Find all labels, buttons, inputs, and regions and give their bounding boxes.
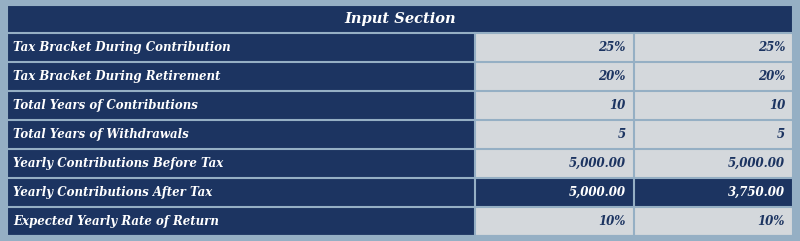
Bar — [7, 5, 793, 33]
Text: 25%: 25% — [758, 41, 785, 54]
Text: Tax Bracket During Retirement: Tax Bracket During Retirement — [13, 70, 220, 83]
Text: 10%: 10% — [598, 215, 626, 228]
Bar — [474, 149, 634, 178]
Text: Yearly Contributions After Tax: Yearly Contributions After Tax — [13, 186, 212, 199]
Text: Total Years of Contributions: Total Years of Contributions — [13, 99, 198, 112]
Bar — [474, 62, 634, 91]
Bar — [7, 91, 474, 120]
Text: 5,000.00: 5,000.00 — [569, 157, 626, 170]
Bar — [7, 149, 474, 178]
Bar — [474, 207, 634, 236]
Bar — [7, 33, 474, 62]
Bar — [7, 120, 474, 149]
Bar — [7, 207, 474, 236]
Text: Input Section: Input Section — [344, 12, 456, 26]
Bar — [474, 91, 634, 120]
Text: 3,750.00: 3,750.00 — [728, 186, 785, 199]
Text: 10: 10 — [769, 99, 785, 112]
Text: Expected Yearly Rate of Return: Expected Yearly Rate of Return — [13, 215, 219, 228]
Bar — [634, 120, 793, 149]
Text: 5,000.00: 5,000.00 — [728, 157, 785, 170]
Bar — [634, 149, 793, 178]
Bar — [634, 207, 793, 236]
Bar — [474, 178, 634, 207]
Text: 10%: 10% — [758, 215, 785, 228]
Text: Total Years of Withdrawals: Total Years of Withdrawals — [13, 128, 189, 141]
Text: 5: 5 — [777, 128, 785, 141]
Text: 20%: 20% — [758, 70, 785, 83]
Text: Yearly Contributions Before Tax: Yearly Contributions Before Tax — [13, 157, 223, 170]
Bar — [7, 178, 474, 207]
Bar — [634, 91, 793, 120]
Text: 5: 5 — [618, 128, 626, 141]
Bar — [474, 120, 634, 149]
Bar — [474, 33, 634, 62]
Bar — [634, 62, 793, 91]
Text: 20%: 20% — [598, 70, 626, 83]
Bar — [634, 178, 793, 207]
Text: 25%: 25% — [598, 41, 626, 54]
Text: 10: 10 — [610, 99, 626, 112]
Text: 5,000.00: 5,000.00 — [569, 186, 626, 199]
Bar — [7, 62, 474, 91]
Text: Tax Bracket During Contribution: Tax Bracket During Contribution — [13, 41, 230, 54]
Bar — [634, 33, 793, 62]
